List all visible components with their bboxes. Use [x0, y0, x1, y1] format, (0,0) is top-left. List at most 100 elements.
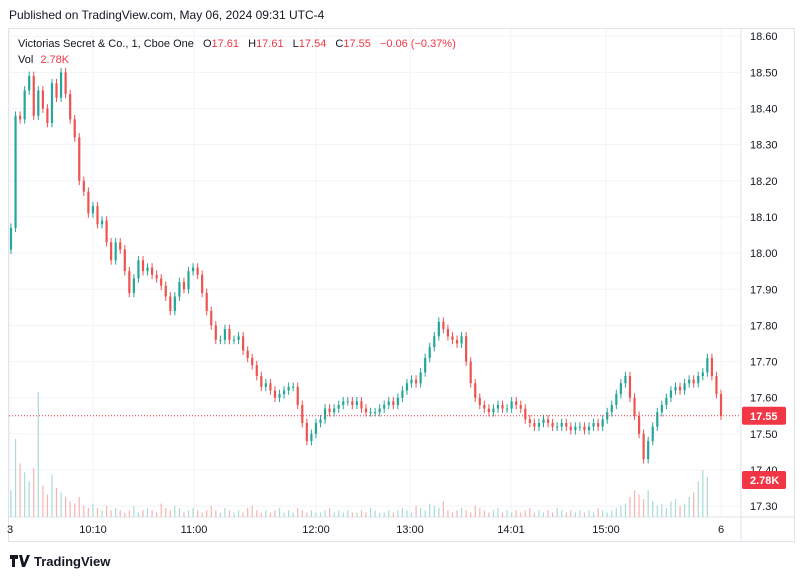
- volume-bar: [33, 467, 35, 517]
- volume-bar: [142, 510, 144, 517]
- volume-bar: [561, 510, 563, 517]
- candle-body: [55, 83, 58, 98]
- volume-bar: [174, 505, 176, 517]
- ohlc-row: Victorias Secret & Co., 1, Cboe One O17.…: [18, 36, 456, 52]
- volume-bar: [178, 508, 180, 517]
- candle-body: [87, 191, 90, 214]
- volume-bar: [688, 496, 690, 517]
- volume-bar: [169, 510, 171, 517]
- candle-body: [242, 336, 245, 351]
- volume-bar: [388, 510, 390, 517]
- price-tick-label: 17.60: [750, 393, 778, 405]
- price-tick-label: 18.50: [750, 67, 778, 79]
- candle-body: [469, 361, 472, 384]
- volume-bar: [356, 512, 358, 517]
- volume-bar: [665, 508, 667, 517]
- candle-body: [78, 137, 81, 181]
- candle-body: [510, 401, 513, 409]
- volume-bar: [78, 496, 80, 517]
- volume-bar: [602, 510, 604, 517]
- brand-name: TradingView: [34, 553, 111, 569]
- volume-bar: [319, 512, 322, 517]
- candle-body: [260, 376, 263, 387]
- candle-body: [187, 271, 190, 290]
- volume-bar: [424, 510, 426, 517]
- price-tick-label: 17.30: [750, 501, 778, 513]
- price-tick-label: 18.30: [750, 140, 778, 152]
- chart-frame: [8, 28, 795, 542]
- candle-body: [232, 339, 236, 341]
- candle-body: [310, 433, 313, 442]
- volume-bar: [552, 512, 554, 517]
- volume-bar: [224, 508, 226, 517]
- volume-bar: [420, 508, 422, 517]
- price-tick-label: 17.80: [750, 320, 778, 332]
- candle-body: [346, 401, 349, 403]
- tradingview-logo[interactable]: TradingView: [10, 553, 110, 569]
- candle-body: [100, 220, 104, 225]
- candle-body: [119, 242, 122, 250]
- candle-body: [351, 401, 354, 405]
- candle-body: [501, 404, 504, 409]
- candle-body: [196, 267, 199, 275]
- volume-bar: [643, 499, 645, 517]
- candle-body: [278, 394, 281, 398]
- price-tick-label: 18.10: [750, 212, 778, 224]
- volume-bar: [606, 512, 608, 517]
- candle-body: [601, 419, 604, 427]
- volume-bar: [92, 503, 94, 517]
- volume-bar: [383, 512, 385, 517]
- candle-body: [128, 271, 131, 293]
- volume-bar: [201, 512, 203, 517]
- candle-body: [578, 426, 582, 428]
- candle-body: [715, 376, 718, 395]
- volume-bar: [483, 510, 485, 517]
- volume-bar: [547, 510, 549, 517]
- candle-body: [37, 90, 40, 116]
- candle-body: [314, 423, 318, 434]
- candle-body: [50, 83, 54, 123]
- volume-bar: [652, 501, 654, 517]
- candle-body: [410, 379, 413, 384]
- candle-body: [360, 401, 363, 409]
- volume-bar: [65, 496, 67, 517]
- candle-body: [369, 412, 372, 414]
- volume-bar: [328, 508, 331, 517]
- candle-body: [460, 336, 463, 344]
- volume-bar: [611, 510, 613, 517]
- volume-bar: [46, 494, 49, 517]
- volume-bar: [433, 505, 435, 517]
- volume-bar: [597, 508, 599, 517]
- volume-bar: [706, 476, 708, 517]
- candle-body: [251, 357, 254, 366]
- volume-bar: [615, 508, 617, 517]
- candle-body: [150, 267, 154, 275]
- time-tick-label: 13:00: [396, 524, 424, 536]
- volume-bar: [465, 510, 467, 517]
- volume-bar: [233, 512, 235, 517]
- candle-body: [633, 397, 636, 416]
- candle-body: [223, 329, 227, 340]
- candle-body: [642, 433, 645, 460]
- current-price-tag: [742, 406, 786, 425]
- candle-body: [173, 296, 176, 311]
- candle-body: [364, 408, 368, 413]
- volume-bar: [488, 512, 490, 517]
- volume-bar: [415, 505, 417, 517]
- volume-bar: [219, 512, 221, 517]
- volume-bar: [447, 510, 449, 517]
- volume-bar: [14, 438, 17, 517]
- volume-bar: [69, 501, 71, 517]
- volume-tag-label: 2.78K: [750, 475, 779, 487]
- volume-bar: [633, 490, 636, 517]
- volume-bar: [338, 510, 340, 517]
- volume-bar: [133, 505, 135, 517]
- volume-bar: [251, 505, 253, 517]
- candle-body: [710, 357, 713, 377]
- volume-bar: [28, 481, 30, 517]
- symbol-label[interactable]: Victorias Secret & Co., 1, Cboe One: [18, 38, 194, 50]
- volume-bar: [583, 512, 586, 517]
- candle-body: [492, 408, 495, 413]
- candle-body: [624, 376, 627, 384]
